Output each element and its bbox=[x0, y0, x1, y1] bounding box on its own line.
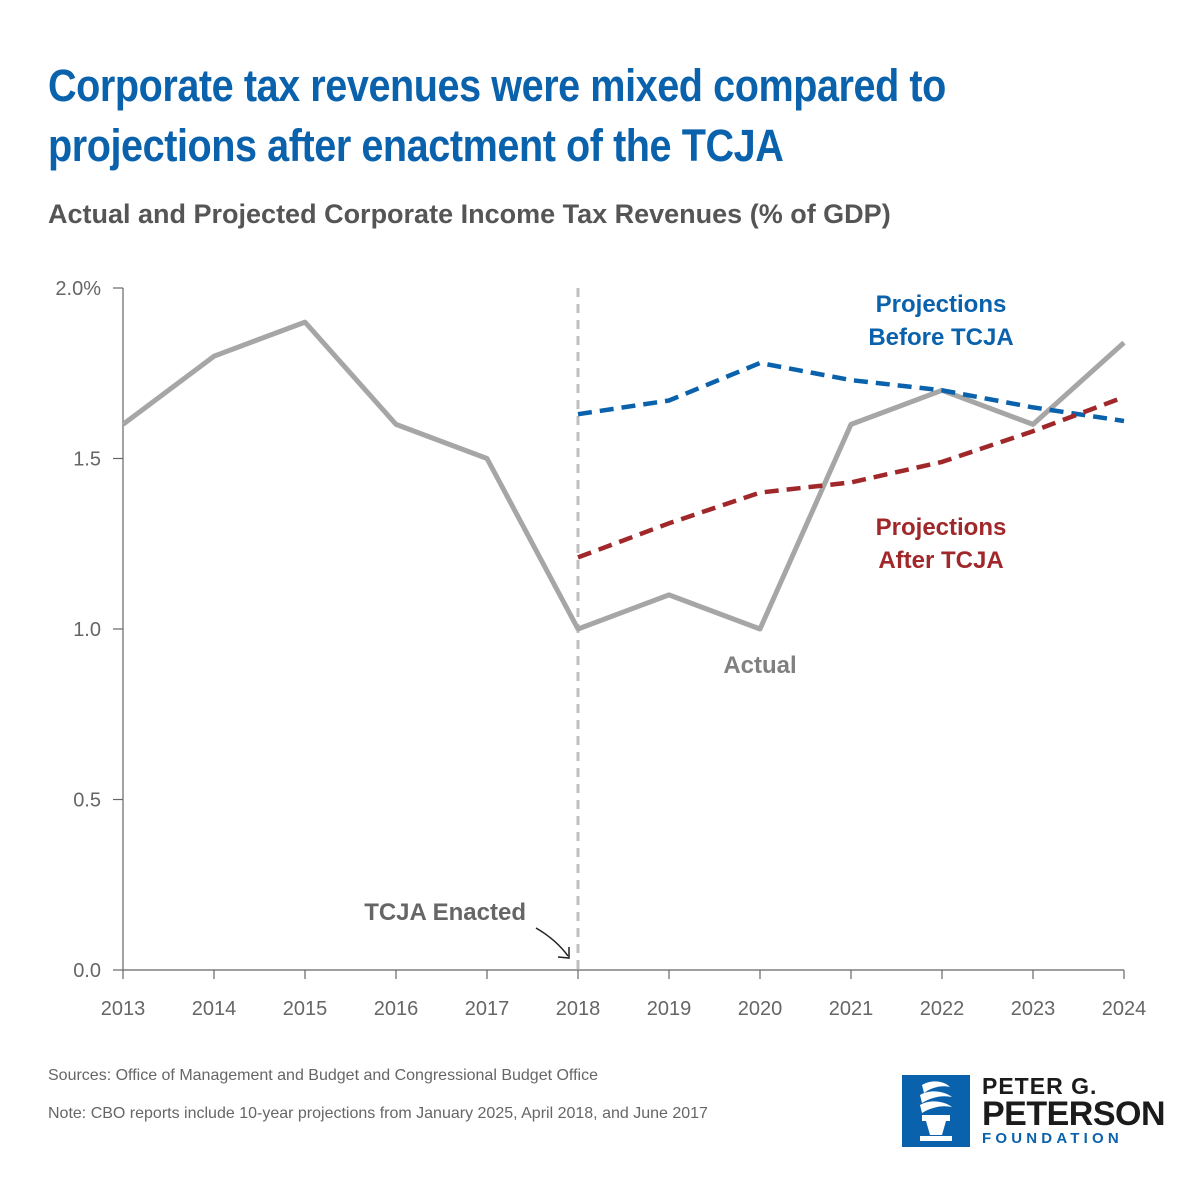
label-actual-line: Actual bbox=[723, 652, 796, 679]
x-tick-label: 2022 bbox=[920, 998, 965, 1020]
label-projections-after: Projections After TCJA bbox=[876, 514, 1007, 574]
logo-line-2: PETERSON bbox=[982, 1095, 1166, 1133]
peterson-foundation-logo: PETER G. PETERSON FOUNDATION bbox=[902, 1073, 1166, 1147]
torch-icon bbox=[902, 1075, 970, 1147]
actual-line bbox=[121, 319, 1126, 632]
footnote: Note: CBO reports include 10-year projec… bbox=[48, 1105, 708, 1122]
tcja-enacted-label: TCJA Enacted bbox=[364, 899, 526, 926]
label-projections-before-line: Before TCJA bbox=[868, 324, 1013, 351]
line-chart: 0.0 0.5 1.0 1.5 2.0% 2013 2014 2015 2016 2017 2018… bbox=[55, 278, 1146, 1020]
y-tick-label: 2.0% bbox=[55, 278, 101, 300]
pointer-arrowhead bbox=[557, 947, 570, 959]
x-tick-label: 2018 bbox=[556, 998, 601, 1020]
y-tick-label: 0.0 bbox=[73, 960, 101, 982]
x-tick-label: 2021 bbox=[829, 998, 874, 1020]
label-actual: Actual bbox=[723, 652, 796, 679]
y-tick-label: 0.5 bbox=[73, 790, 101, 812]
sources-note: Sources: Office of Management and Budget… bbox=[48, 1067, 598, 1084]
y-tick-label: 1.0 bbox=[73, 619, 101, 641]
x-tick-label: 2017 bbox=[465, 998, 510, 1020]
reference-line-group: TCJA Enacted bbox=[364, 288, 580, 970]
x-tick-label: 2024 bbox=[1102, 998, 1147, 1020]
chart-title: Corporate tax revenues were mixed compar… bbox=[48, 60, 946, 171]
label-projections-before-line: Projections bbox=[876, 291, 1007, 318]
series-group bbox=[121, 319, 1126, 632]
x-tick-label: 2015 bbox=[283, 998, 328, 1020]
chart-axes: 0.0 0.5 1.0 1.5 2.0% 2013 2014 2015 2016 2017 2018… bbox=[55, 278, 1146, 1020]
x-tick-label: 2016 bbox=[374, 998, 419, 1020]
x-tick-label: 2019 bbox=[647, 998, 692, 1020]
projections-after-line bbox=[577, 394, 1125, 560]
label-projections-after-line: After TCJA bbox=[878, 547, 1003, 574]
logo-line-1: PETER G. bbox=[982, 1073, 1098, 1099]
annotation-group: Projections Before TCJA Projections After T… bbox=[723, 291, 1013, 679]
logo-line-3: FOUNDATION bbox=[982, 1130, 1123, 1147]
label-projections-before: Projections Before TCJA bbox=[868, 291, 1013, 351]
x-tick-label: 2014 bbox=[192, 998, 237, 1020]
y-tick-label: 1.5 bbox=[73, 449, 101, 471]
projections-before-line bbox=[577, 360, 1125, 424]
x-tick-label: 2020 bbox=[738, 998, 783, 1020]
chart-subtitle: Actual and Projected Corporate Income Ta… bbox=[48, 199, 891, 229]
x-tick-label: 2023 bbox=[1011, 998, 1056, 1020]
x-tick-label: 2013 bbox=[101, 998, 146, 1020]
label-projections-after-line: Projections bbox=[876, 514, 1007, 541]
pointer-arrow bbox=[535, 927, 569, 957]
